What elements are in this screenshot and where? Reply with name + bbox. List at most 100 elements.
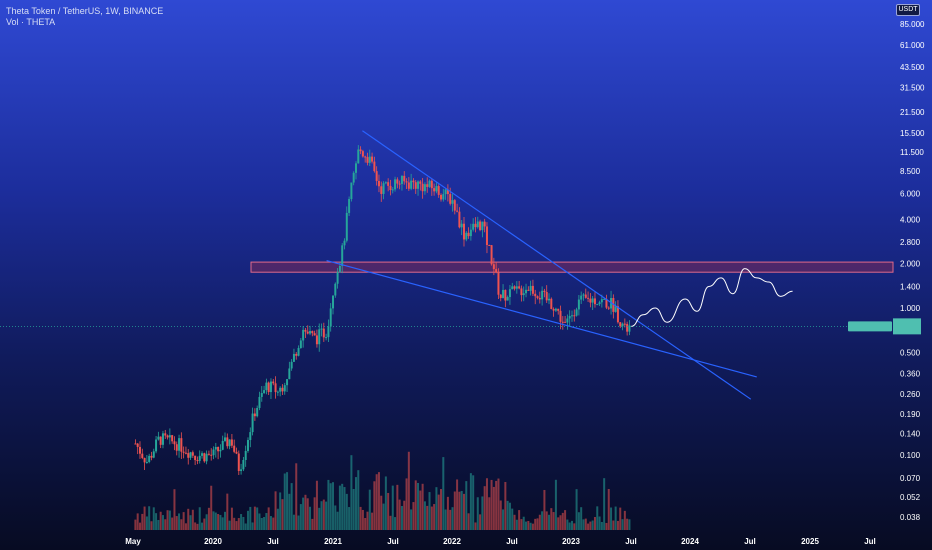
- volume-bar: [224, 511, 227, 530]
- volume-bar: [559, 515, 562, 530]
- volume-bar: [384, 476, 387, 530]
- candle-body: [410, 180, 413, 189]
- volume-bar: [281, 499, 284, 530]
- candle-body: [194, 455, 197, 461]
- candle-body: [343, 240, 346, 246]
- volume-bar: [354, 477, 357, 530]
- candle-body: [603, 298, 606, 300]
- volume-bar: [157, 519, 160, 530]
- price-tick-label: 0.190: [900, 410, 921, 419]
- candle-body: [371, 156, 374, 162]
- candle-body: [364, 156, 367, 158]
- volume-bar: [490, 479, 493, 530]
- price-axis[interactable]: 85.000 61.000 43.500 31.500 21.500 15.500 11.5…: [900, 20, 925, 522]
- candle-body: [143, 457, 146, 463]
- candle-body: [449, 194, 452, 204]
- candle-body: [315, 335, 318, 345]
- volume-bar: [150, 521, 153, 530]
- candle-body: [327, 326, 330, 338]
- candle-body: [217, 446, 220, 452]
- volume-bar: [529, 522, 532, 530]
- candle-body: [244, 450, 247, 460]
- candle-body: [295, 353, 298, 356]
- volume-bar: [545, 511, 548, 530]
- volume-bar: [481, 496, 484, 530]
- candle-body: [175, 444, 178, 451]
- volume-bar: [596, 506, 599, 530]
- volume-bar: [161, 515, 164, 530]
- time-tick-label: 2020: [204, 537, 222, 546]
- candle-body: [506, 297, 509, 301]
- candle-body: [198, 455, 201, 461]
- candle-body: [332, 295, 335, 309]
- candle-body: [359, 149, 362, 152]
- candle-body: [541, 290, 544, 300]
- candle-body: [561, 321, 564, 323]
- resistance-zone[interactable]: [250, 261, 894, 273]
- volume-bar: [433, 504, 436, 530]
- volume-bar: [580, 507, 583, 530]
- candle-body: [224, 437, 227, 441]
- volume-bar: [295, 463, 298, 530]
- candle-body: [400, 175, 403, 184]
- volume-bar: [474, 522, 477, 530]
- candle-body: [352, 172, 355, 183]
- projection-path[interactable]: [631, 268, 793, 327]
- volume-bar: [256, 507, 259, 530]
- volume-bar: [506, 500, 509, 530]
- candle-body: [350, 182, 353, 200]
- candle-body: [318, 329, 321, 345]
- candle-body: [334, 283, 337, 296]
- volume-bar: [332, 482, 335, 530]
- candle-body: [522, 293, 525, 296]
- volume-bar: [566, 519, 569, 530]
- candle-body: [212, 449, 215, 456]
- volume-bar: [435, 487, 438, 530]
- candle-body: [462, 223, 465, 240]
- price-tick-label: 2.800: [900, 238, 921, 247]
- volume-bar: [394, 517, 397, 530]
- volume-bar: [263, 516, 266, 530]
- volume-bar: [515, 519, 518, 530]
- volume-bar: [621, 519, 624, 530]
- price-tick-label: 0.052: [900, 493, 921, 502]
- symbol-title[interactable]: Theta Token / TetherUS, 1W, BINANCE: [6, 6, 164, 16]
- volume-bar: [249, 506, 252, 530]
- candle-body: [272, 381, 275, 384]
- volume-bar: [368, 489, 371, 530]
- currency-tag[interactable]: USDT: [896, 4, 920, 16]
- candle-body: [313, 333, 316, 336]
- time-tick-label: Jul: [387, 537, 399, 546]
- candle-body: [479, 221, 482, 231]
- volume-bar: [327, 479, 330, 530]
- volume-bar: [136, 513, 139, 530]
- trendline-lower[interactable]: [326, 259, 757, 378]
- trendline-upper[interactable]: [362, 130, 752, 400]
- candle-body: [205, 453, 208, 462]
- volume-bar: [550, 508, 553, 530]
- candle-body: [476, 221, 479, 228]
- candle-body: [187, 453, 190, 458]
- volume-bar: [343, 487, 346, 530]
- volume-bar: [180, 519, 183, 530]
- candle-body: [299, 340, 302, 349]
- candle-body: [433, 188, 436, 192]
- volume-bar: [527, 520, 530, 530]
- candle-body: [598, 302, 601, 305]
- volume-bar: [570, 520, 573, 530]
- resistance-zone-rect[interactable]: [250, 261, 894, 273]
- projection-curve[interactable]: [631, 268, 793, 327]
- candle-body: [157, 436, 160, 440]
- candle-body: [189, 452, 192, 458]
- volume-bar: [141, 513, 144, 530]
- candle-body: [423, 184, 426, 192]
- candle-body: [279, 387, 282, 392]
- candle-body: [251, 413, 254, 433]
- volume-label[interactable]: Vol · THETA: [6, 17, 56, 27]
- time-axis[interactable]: May 2020 Jul 2021 Jul 2022 Jul 2023 Jul 2024 Jul 20…: [125, 537, 876, 546]
- candle-body: [276, 391, 279, 393]
- candle-body: [297, 348, 300, 356]
- trendlines[interactable]: [326, 130, 757, 400]
- candle-body: [265, 382, 268, 391]
